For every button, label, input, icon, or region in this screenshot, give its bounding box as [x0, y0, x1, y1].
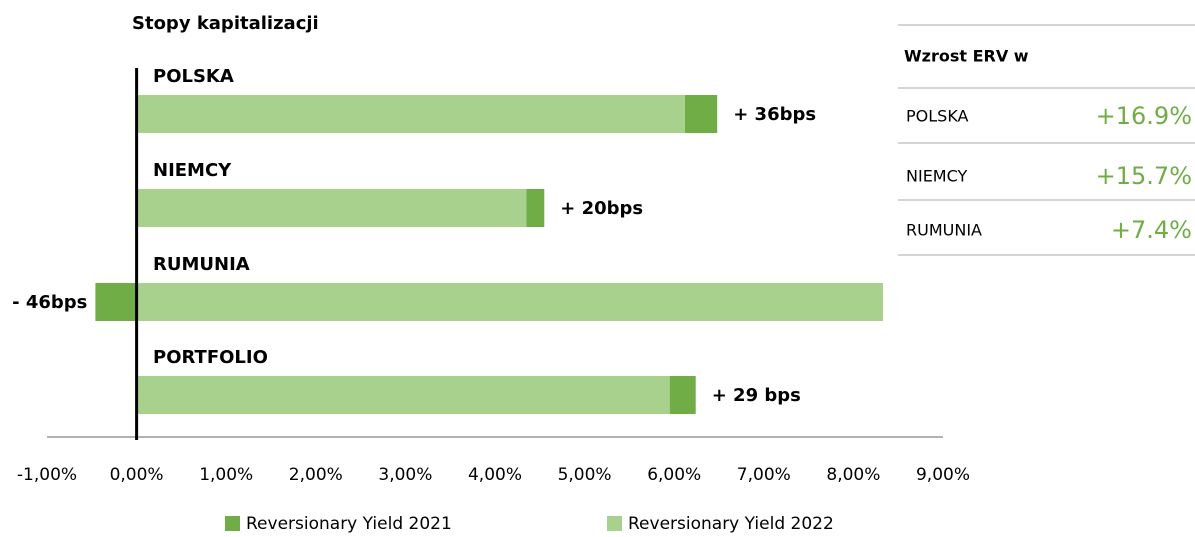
bar	[526, 189, 545, 227]
bar	[95, 283, 137, 321]
value-label: - 46bps	[12, 292, 87, 313]
legend-swatch	[607, 516, 622, 531]
x-tick-label: 6,00%	[647, 465, 701, 485]
value-label: + 29 bps	[712, 385, 801, 406]
legend-label: Reversionary Yield 2021	[246, 514, 452, 534]
bar	[669, 376, 696, 414]
table-title: Wzrost ERV w	[904, 47, 1029, 66]
value-label: + 36bps	[733, 104, 816, 125]
table-row-label: NIEMCY	[906, 167, 967, 186]
table-row-label: RUMUNIA	[906, 221, 982, 240]
x-tick-label: 7,00%	[737, 465, 791, 485]
legend-label: Reversionary Yield 2022	[628, 514, 834, 534]
table-row-value: +7.4%	[1111, 216, 1192, 244]
x-tick-label: 4,00%	[468, 465, 522, 485]
bar	[684, 95, 718, 133]
bar	[136, 283, 883, 321]
table-row-value: +15.7%	[1096, 162, 1192, 190]
x-tick-label: 0,00%	[110, 465, 164, 485]
legend-swatch	[225, 516, 240, 531]
chart-title: Stopy kapitalizacji	[132, 13, 319, 34]
x-tick-label: 3,00%	[378, 465, 432, 485]
x-tick-label: 9,00%	[916, 465, 970, 485]
value-label: + 20bps	[560, 198, 643, 219]
x-tick-label: 2,00%	[289, 465, 343, 485]
x-tick-label: -1,00%	[17, 465, 77, 485]
category-label: PORTFOLIO	[153, 347, 268, 368]
x-tick-label: 1,00%	[199, 465, 253, 485]
bar	[136, 95, 685, 133]
category-label: POLSKA	[153, 66, 234, 87]
bar	[136, 189, 527, 227]
category-label: NIEMCY	[153, 160, 232, 181]
table-row-value: +16.9%	[1096, 102, 1192, 130]
x-tick-label: 8,00%	[826, 465, 880, 485]
bar	[136, 376, 670, 414]
category-label: RUMUNIA	[153, 254, 250, 275]
x-tick-label: 5,00%	[558, 465, 612, 485]
table-row-label: POLSKA	[906, 107, 969, 126]
